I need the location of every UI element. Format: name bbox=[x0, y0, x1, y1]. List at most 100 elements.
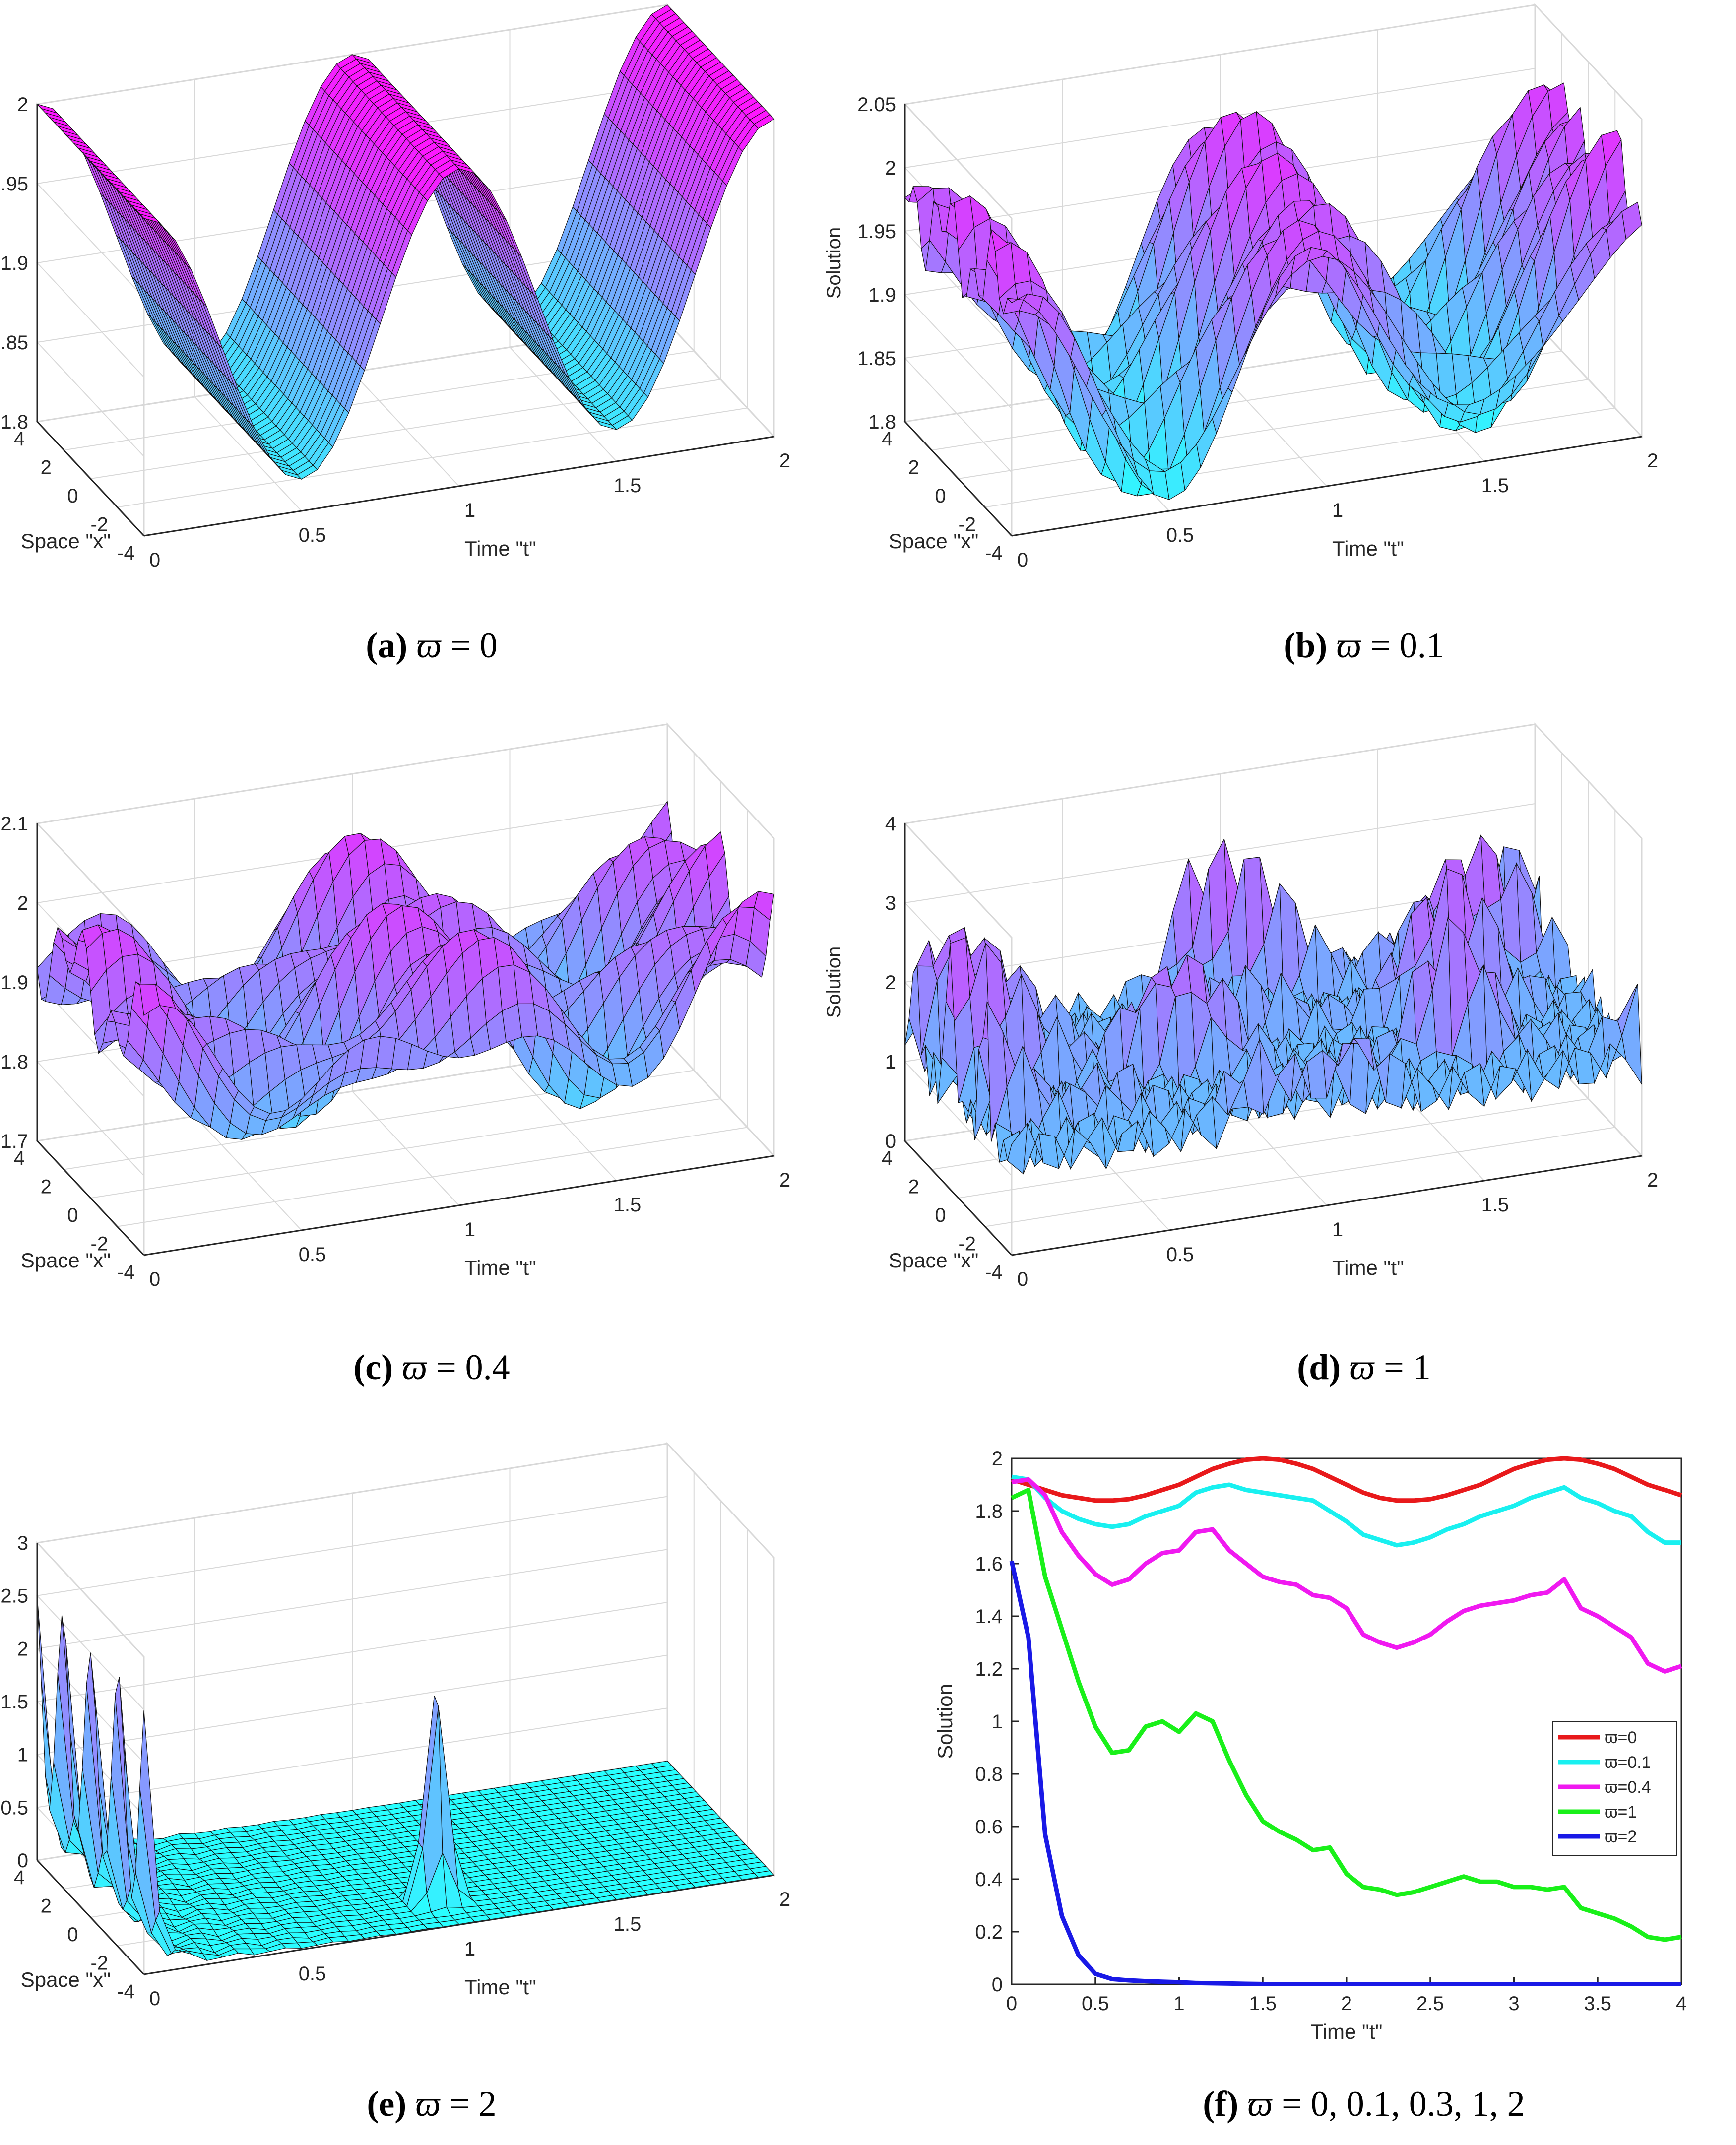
z-tick-label: 1.7 bbox=[0, 1131, 28, 1152]
t-tick-label: 0.5 bbox=[299, 524, 326, 546]
t-tick-label: 1.5 bbox=[614, 475, 642, 497]
t-tick-label: 0 bbox=[149, 549, 160, 571]
t-tick-label: 1 bbox=[464, 500, 475, 521]
caption-a: (a) ϖ = 0 bbox=[366, 626, 498, 665]
z-tick-label: 1.8 bbox=[0, 411, 28, 433]
caption-c: (c) ϖ = 0.4 bbox=[353, 1347, 510, 1387]
t-tick-label: 1 bbox=[464, 1219, 475, 1241]
t-tick-label: 1 bbox=[1332, 1219, 1343, 1241]
z-tick-label: 3 bbox=[885, 892, 896, 914]
z-tick-label: 1.9 bbox=[0, 252, 28, 274]
x-tick-label: 0 bbox=[935, 1204, 946, 1226]
axes-lines bbox=[904, 823, 1642, 1256]
x-tick-label: 4 bbox=[14, 1147, 25, 1169]
x-tick-label: -4 bbox=[117, 1262, 135, 1283]
panel-d: 0 1 2 3 4 0 0.5 1 1.5 2 4 2 0 -2 -4 Solution Time "t" Spa… bbox=[823, 719, 1736, 1439]
z-tick-label: 1.95 bbox=[857, 221, 896, 243]
grid-line bbox=[117, 1127, 748, 1227]
t-tick-label: 0.5 bbox=[1166, 1244, 1194, 1265]
t-tick-label: 1.5 bbox=[1481, 1194, 1509, 1216]
x-axis-line bbox=[36, 1140, 145, 1256]
x-tick-label: -2 bbox=[958, 514, 976, 536]
panel-e: 00.511.522.5300.511.52420-2-4SolutionTim… bbox=[0, 1439, 868, 2145]
z-tick-label: 1.9 bbox=[868, 284, 896, 306]
grid-line bbox=[985, 1127, 1615, 1227]
x-tick-label: 2 bbox=[41, 1176, 52, 1198]
t-axis-label: Time "t" bbox=[1332, 537, 1404, 560]
surface-patch bbox=[138, 213, 161, 224]
x-tick-label: 4 bbox=[882, 1147, 893, 1169]
x-tick-label: 2 bbox=[908, 457, 919, 479]
axes-lines bbox=[904, 104, 1642, 537]
x-axis-line bbox=[904, 1140, 1013, 1256]
grid-line bbox=[985, 407, 1615, 508]
grid-line bbox=[90, 1098, 721, 1199]
x-axis-label: Space "x" bbox=[889, 1249, 979, 1272]
t-tick-label: 1.5 bbox=[614, 1194, 642, 1216]
surface-plot-e: 00.511.522.5300.511.52420-2-4SolutionTim… bbox=[0, 1442, 790, 2010]
surface-mesh bbox=[904, 834, 1642, 1175]
z-tick-label: 1.85 bbox=[857, 348, 896, 370]
t-tick-label: 2 bbox=[779, 1169, 790, 1191]
z-tick-label: 0 bbox=[885, 1131, 896, 1152]
z-tick-label: 2 bbox=[885, 157, 896, 179]
t-axis-label: Time "t" bbox=[464, 1256, 536, 1279]
z-tick-label: 2.1 bbox=[0, 813, 28, 835]
z-axis-label: Solution bbox=[823, 227, 845, 299]
x-axis-label: Space "x" bbox=[889, 529, 979, 553]
x-axis-label: Space "x" bbox=[21, 1249, 111, 1272]
x-tick-label: 4 bbox=[882, 428, 893, 450]
x-tick-label: 0 bbox=[935, 485, 946, 507]
surface-plot-a: 1.81.851.91.95200.511.52420-2-4SolutionT… bbox=[0, 3, 790, 571]
t-tick-label: 2 bbox=[1647, 1169, 1658, 1191]
x-tick-label: 2 bbox=[41, 457, 52, 479]
panel-c: 1.71.81.922.100.511.52420-2-4SolutionTim… bbox=[0, 719, 868, 1439]
t-tick-label: 0 bbox=[1017, 549, 1028, 571]
surface-patch bbox=[1007, 1122, 1028, 1175]
grid-line bbox=[117, 407, 748, 508]
x-axis-line bbox=[36, 421, 145, 537]
t-tick-label: 0 bbox=[1017, 1268, 1028, 1290]
surface-mesh bbox=[904, 82, 1642, 501]
x-tick-label: -4 bbox=[985, 1262, 1003, 1283]
t-tick-label: 1 bbox=[1332, 500, 1343, 521]
z-tick-label: 1 bbox=[885, 1051, 896, 1073]
z-tick-label: 1.9 bbox=[0, 972, 28, 994]
z-tick-label: 2.05 bbox=[857, 94, 896, 116]
t-tick-label: 2 bbox=[779, 450, 790, 472]
z-tick-label: 1.8 bbox=[0, 1051, 28, 1073]
surface-mesh bbox=[37, 1596, 775, 1961]
x-tick-label: -2 bbox=[90, 1233, 108, 1255]
x-tick-label: 2 bbox=[908, 1176, 919, 1198]
z-tick-label: 2 bbox=[17, 94, 28, 116]
surface-patch bbox=[139, 984, 160, 1016]
z-tick-label: 1.85 bbox=[0, 332, 28, 354]
x-tick-label: -2 bbox=[90, 514, 108, 536]
t-axis-line bbox=[143, 1155, 774, 1256]
axes-lines bbox=[36, 823, 774, 1256]
grid-line bbox=[958, 1098, 1589, 1199]
x-tick-label: 0 bbox=[67, 485, 78, 507]
surface-mesh bbox=[37, 801, 774, 1140]
x-axis-label: Space "x" bbox=[21, 529, 111, 553]
caption-d: (d) ϖ = 1 bbox=[1297, 1347, 1431, 1387]
surface-plot-c: 1.71.81.922.100.511.52420-2-4SolutionTim… bbox=[0, 722, 790, 1290]
surface-plot-b: 1.81.851.91.9522.0500.511.52420-2-4Solut… bbox=[823, 3, 1658, 571]
t-tick-label: 2 bbox=[1647, 450, 1658, 472]
x-tick-label: -2 bbox=[958, 1233, 976, 1255]
x-tick-label: 0 bbox=[67, 1204, 78, 1226]
caption-b: (b) ϖ = 0.1 bbox=[1284, 626, 1444, 665]
x-tick-label: 4 bbox=[14, 428, 25, 450]
t-tick-label: 0.5 bbox=[299, 1244, 326, 1265]
z-tick-label: 2 bbox=[885, 972, 896, 994]
x-tick-label: -4 bbox=[117, 542, 135, 564]
panel-a: 1.81.851.91.95200.511.52420-2-4SolutionT… bbox=[0, 0, 868, 719]
z-tick-label: 1.95 bbox=[0, 173, 28, 195]
z-tick-label: 4 bbox=[885, 813, 896, 835]
surface-mesh bbox=[36, 4, 774, 480]
z-tick-label: 1.8 bbox=[868, 411, 896, 433]
t-axis-label: Time "t" bbox=[1332, 1256, 1404, 1279]
t-axis-line bbox=[1011, 1155, 1642, 1256]
z-axis-label: Solution bbox=[823, 946, 845, 1018]
